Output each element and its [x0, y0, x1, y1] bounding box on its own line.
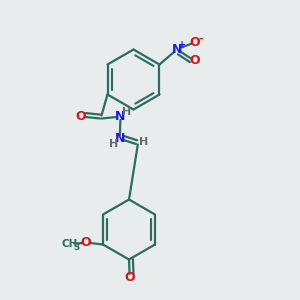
Text: H: H — [122, 106, 131, 117]
Text: H: H — [139, 136, 148, 147]
Text: 3: 3 — [74, 243, 80, 252]
Text: O: O — [189, 54, 200, 68]
Text: O: O — [81, 236, 91, 249]
Text: N: N — [115, 110, 126, 124]
Text: CH: CH — [62, 238, 78, 249]
Text: O: O — [190, 36, 200, 50]
Text: N: N — [172, 43, 182, 56]
Text: -: - — [198, 34, 202, 44]
Text: O: O — [124, 271, 135, 284]
Text: N: N — [115, 132, 125, 145]
Text: H: H — [109, 139, 118, 149]
Text: O: O — [76, 110, 86, 124]
Text: +: + — [178, 40, 186, 50]
